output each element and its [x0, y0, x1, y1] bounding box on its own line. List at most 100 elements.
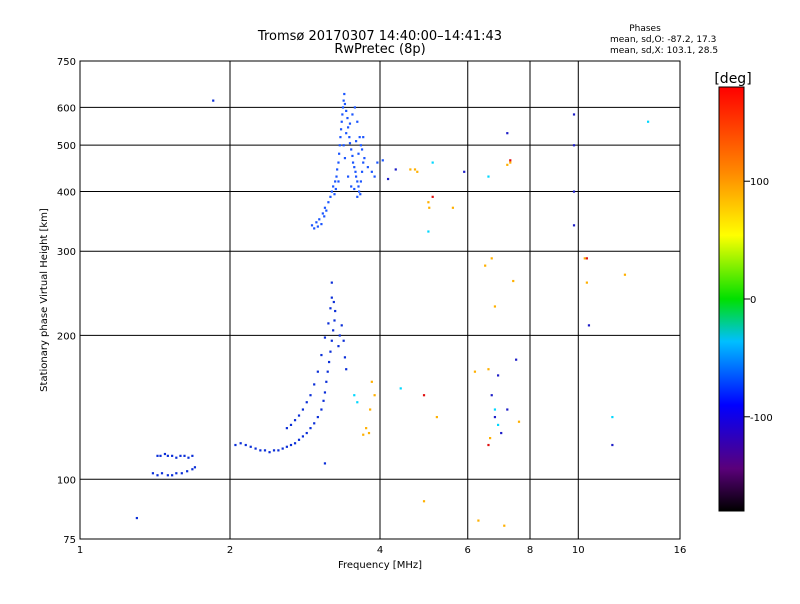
data-point: [277, 449, 280, 452]
data-point: [329, 195, 332, 198]
data-point: [484, 264, 487, 267]
data-point: [305, 401, 308, 404]
data-point: [463, 170, 466, 173]
data-point: [342, 339, 345, 342]
data-point: [343, 157, 347, 160]
data-point: [353, 394, 356, 397]
x-tick-label: 1: [77, 545, 83, 556]
data-point: [327, 201, 330, 204]
data-point: [354, 175, 358, 178]
data-point: [399, 387, 402, 390]
data-point: [366, 166, 369, 169]
data-point: [334, 180, 337, 183]
y-tick-label: 750: [57, 57, 76, 68]
data-point: [367, 431, 371, 435]
x-tick-label: 8: [527, 545, 533, 556]
data-point: [249, 445, 252, 448]
data-point: [489, 436, 492, 440]
data-point: [493, 415, 497, 419]
data-point: [348, 122, 352, 125]
data-point: [332, 300, 335, 304]
data-point: [431, 195, 434, 198]
data-point: [493, 305, 497, 308]
y-tick-label: 100: [57, 475, 76, 486]
data-point: [416, 170, 419, 173]
data-point: [179, 454, 182, 457]
stats-line-o: mean, sd,O: -87.2, 17.3: [610, 35, 716, 45]
data-point: [512, 279, 515, 283]
data-point: [373, 394, 376, 397]
data-point: [338, 152, 341, 155]
data-point: [322, 399, 325, 402]
grid-lines: [80, 61, 680, 539]
data-point: [427, 201, 430, 204]
data-point: [359, 144, 362, 147]
data-point: [611, 443, 614, 447]
colorbar-tick-label: -100: [750, 413, 773, 424]
data-point: [354, 170, 357, 173]
data-point: [359, 193, 362, 196]
data-point: [496, 374, 500, 377]
data-point: [623, 273, 627, 276]
data-point: [281, 447, 284, 450]
data-point: [297, 414, 301, 417]
data-point: [336, 168, 339, 171]
data-point: [334, 309, 337, 313]
data-point: [427, 230, 430, 233]
data-point: [493, 408, 497, 411]
data-point: [341, 113, 344, 116]
data-point: [358, 136, 361, 139]
data-point: [394, 168, 397, 171]
data-point: [293, 419, 297, 422]
data-point: [327, 322, 330, 325]
data-point: [320, 223, 323, 226]
data-point: [359, 180, 362, 183]
data-point: [234, 443, 237, 447]
data-point: [186, 470, 189, 473]
data-point: [354, 140, 358, 143]
data-point: [156, 474, 159, 477]
data-point: [345, 132, 348, 135]
data-point: [338, 144, 341, 147]
data-point: [346, 126, 350, 129]
data-point: [572, 190, 576, 193]
data-point: [473, 370, 477, 373]
data-point: [323, 336, 327, 339]
data-point: [509, 161, 512, 164]
data-point: [341, 106, 345, 109]
colorbar-tick-label: 100: [750, 177, 769, 188]
data-point: [180, 472, 183, 475]
data-point: [365, 427, 368, 430]
data-point: [506, 163, 509, 166]
x-tick-label: 6: [465, 545, 471, 556]
data-point: [345, 109, 348, 113]
data-point: [333, 319, 336, 322]
data-point: [338, 334, 341, 337]
data-point: [362, 161, 365, 164]
data-point: [351, 154, 354, 158]
y-tick-label: 500: [57, 141, 76, 152]
data-point: [500, 431, 503, 435]
data-point: [346, 175, 350, 178]
data-point: [646, 120, 650, 123]
data-point: [413, 168, 417, 171]
data-point: [339, 136, 342, 139]
data-point: [315, 221, 318, 224]
data-point: [329, 307, 332, 310]
data-point: [348, 136, 351, 139]
data-point: [585, 281, 588, 284]
data-point: [187, 456, 190, 459]
data-point: [343, 92, 346, 96]
data-point: [323, 215, 326, 218]
data-point: [166, 454, 169, 457]
data-point: [325, 380, 328, 383]
data-point: [611, 415, 614, 419]
data-point: [363, 157, 366, 160]
data-point: [293, 442, 297, 445]
data-point: [337, 345, 340, 348]
data-point: [309, 394, 312, 397]
data-point: [350, 148, 353, 151]
data-point: [490, 257, 493, 260]
data-point: [268, 451, 271, 454]
